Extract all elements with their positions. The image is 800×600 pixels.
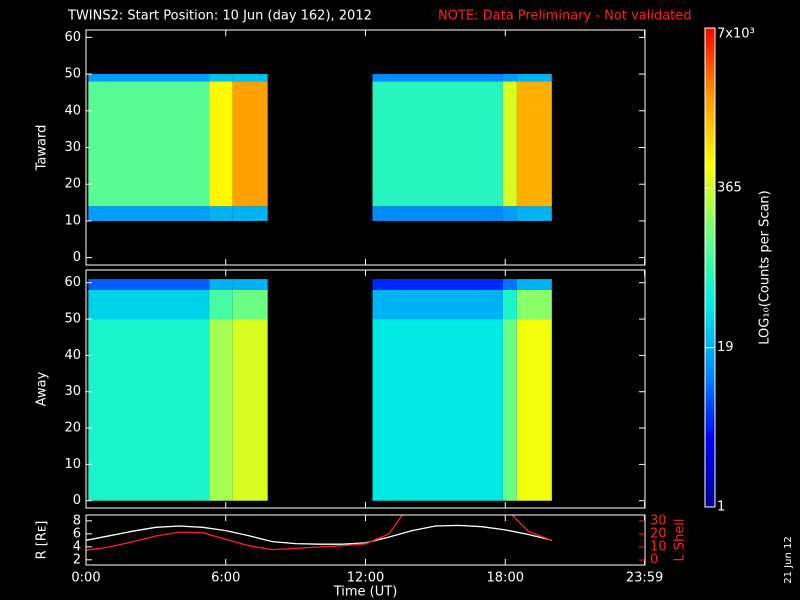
heatmap-cell <box>209 279 233 290</box>
y-tick-label: 20 <box>64 177 81 192</box>
heatmap-cell <box>502 319 517 501</box>
y-axis-label: Away <box>35 371 50 406</box>
y2-tick-label: 30 <box>650 513 667 528</box>
y-tick-label: 50 <box>64 67 81 82</box>
y-tick-label: 40 <box>64 348 81 363</box>
x-tick-label: 18:00 <box>487 571 524 586</box>
y-tick-label: 30 <box>64 140 81 155</box>
heatmap-cell <box>372 74 503 82</box>
y-axis-label: Taward <box>35 125 50 172</box>
heatmap-cell <box>372 279 503 290</box>
note: NOTE: Data Preliminary - Not validated <box>438 9 692 24</box>
y-tick-label: 6 <box>73 526 81 541</box>
x-axis-label: Time (UT) <box>333 585 398 600</box>
y-tick-label: 10 <box>64 457 81 472</box>
heatmap-cell <box>209 289 233 320</box>
date-stamp: 21 Jun 12 <box>783 536 794 583</box>
heatmap-cell <box>209 206 233 221</box>
y-tick-label: 0 <box>73 493 81 508</box>
colorbar-tick-label: 1 <box>717 500 725 515</box>
heatmap-cell <box>88 206 210 221</box>
y-tick-label: 8 <box>73 513 81 528</box>
y-tick-label: 50 <box>64 312 81 327</box>
heatmap-cell <box>232 74 268 82</box>
heatmap-cell <box>88 289 210 320</box>
heatmap-cell <box>502 279 517 290</box>
heatmap-cell <box>88 74 210 82</box>
y2-tick-label: 10 <box>650 540 667 555</box>
colorbar-tick-label: 365 <box>717 180 742 195</box>
heatmap-cell <box>372 206 503 221</box>
x-tick-label: 23:59 <box>626 571 663 586</box>
chart-title: TWINS2: Start Position: 10 Jun (day 162)… <box>67 9 372 24</box>
series-line <box>86 524 552 545</box>
plot-frame <box>85 514 646 566</box>
heatmap-cell <box>516 289 552 320</box>
heatmap-cell <box>372 289 503 320</box>
y-axis-label: R [Rᴇ] <box>35 521 50 560</box>
y2-tick-label: 20 <box>650 527 667 542</box>
y-tick-label: 2 <box>73 552 81 567</box>
heatmap-cell <box>232 81 268 207</box>
y-tick-label: 20 <box>64 421 81 436</box>
heatmap-cell <box>232 289 268 320</box>
y-tick-label: 10 <box>64 213 81 228</box>
y-tick-label: 60 <box>64 30 81 45</box>
heatmap-cell <box>516 319 552 501</box>
series-line <box>86 515 553 551</box>
y-tick-label: 30 <box>64 384 81 399</box>
heatmap-cell <box>88 319 210 501</box>
heatmap-cell <box>209 319 233 501</box>
colorbar-tick-label: 19 <box>717 340 734 355</box>
heatmap-cell <box>372 319 503 501</box>
heatmap-cell <box>516 279 552 290</box>
heatmap-cell <box>516 81 552 207</box>
y-tick-label: 60 <box>64 275 81 290</box>
heatmap-cell <box>232 319 268 501</box>
colorbar <box>704 27 716 508</box>
x-tick-label: 6:00 <box>211 571 240 586</box>
heatmap-cell <box>502 206 517 221</box>
x-tick-label: 12:00 <box>347 571 384 586</box>
heatmap-cell <box>209 74 233 82</box>
heatmap-cell <box>502 74 517 82</box>
colorbar-label: LOG₁₀(Counts per Scan) <box>758 190 773 345</box>
heatmap-cell <box>372 81 503 207</box>
heatmap-cell <box>88 81 210 207</box>
y-tick-label: 40 <box>64 103 81 118</box>
y2-tick-label: 0 <box>650 553 658 568</box>
colorbar-tick-label: 7x10³ <box>717 27 755 42</box>
heatmap-cell <box>516 206 552 221</box>
y-tick-label: 0 <box>73 250 81 265</box>
heatmap-cell <box>232 206 268 221</box>
y-tick-label: 4 <box>73 539 81 554</box>
heatmap-cell <box>516 74 552 82</box>
heatmap-cell <box>209 81 233 207</box>
heatmap-cell <box>88 279 210 290</box>
heatmap-cell <box>232 279 268 290</box>
heatmap-cell <box>502 289 517 320</box>
x-tick-label: 0:00 <box>71 571 100 586</box>
heatmap-cell <box>502 81 517 207</box>
y2-axis-label: L Shell <box>673 518 688 561</box>
